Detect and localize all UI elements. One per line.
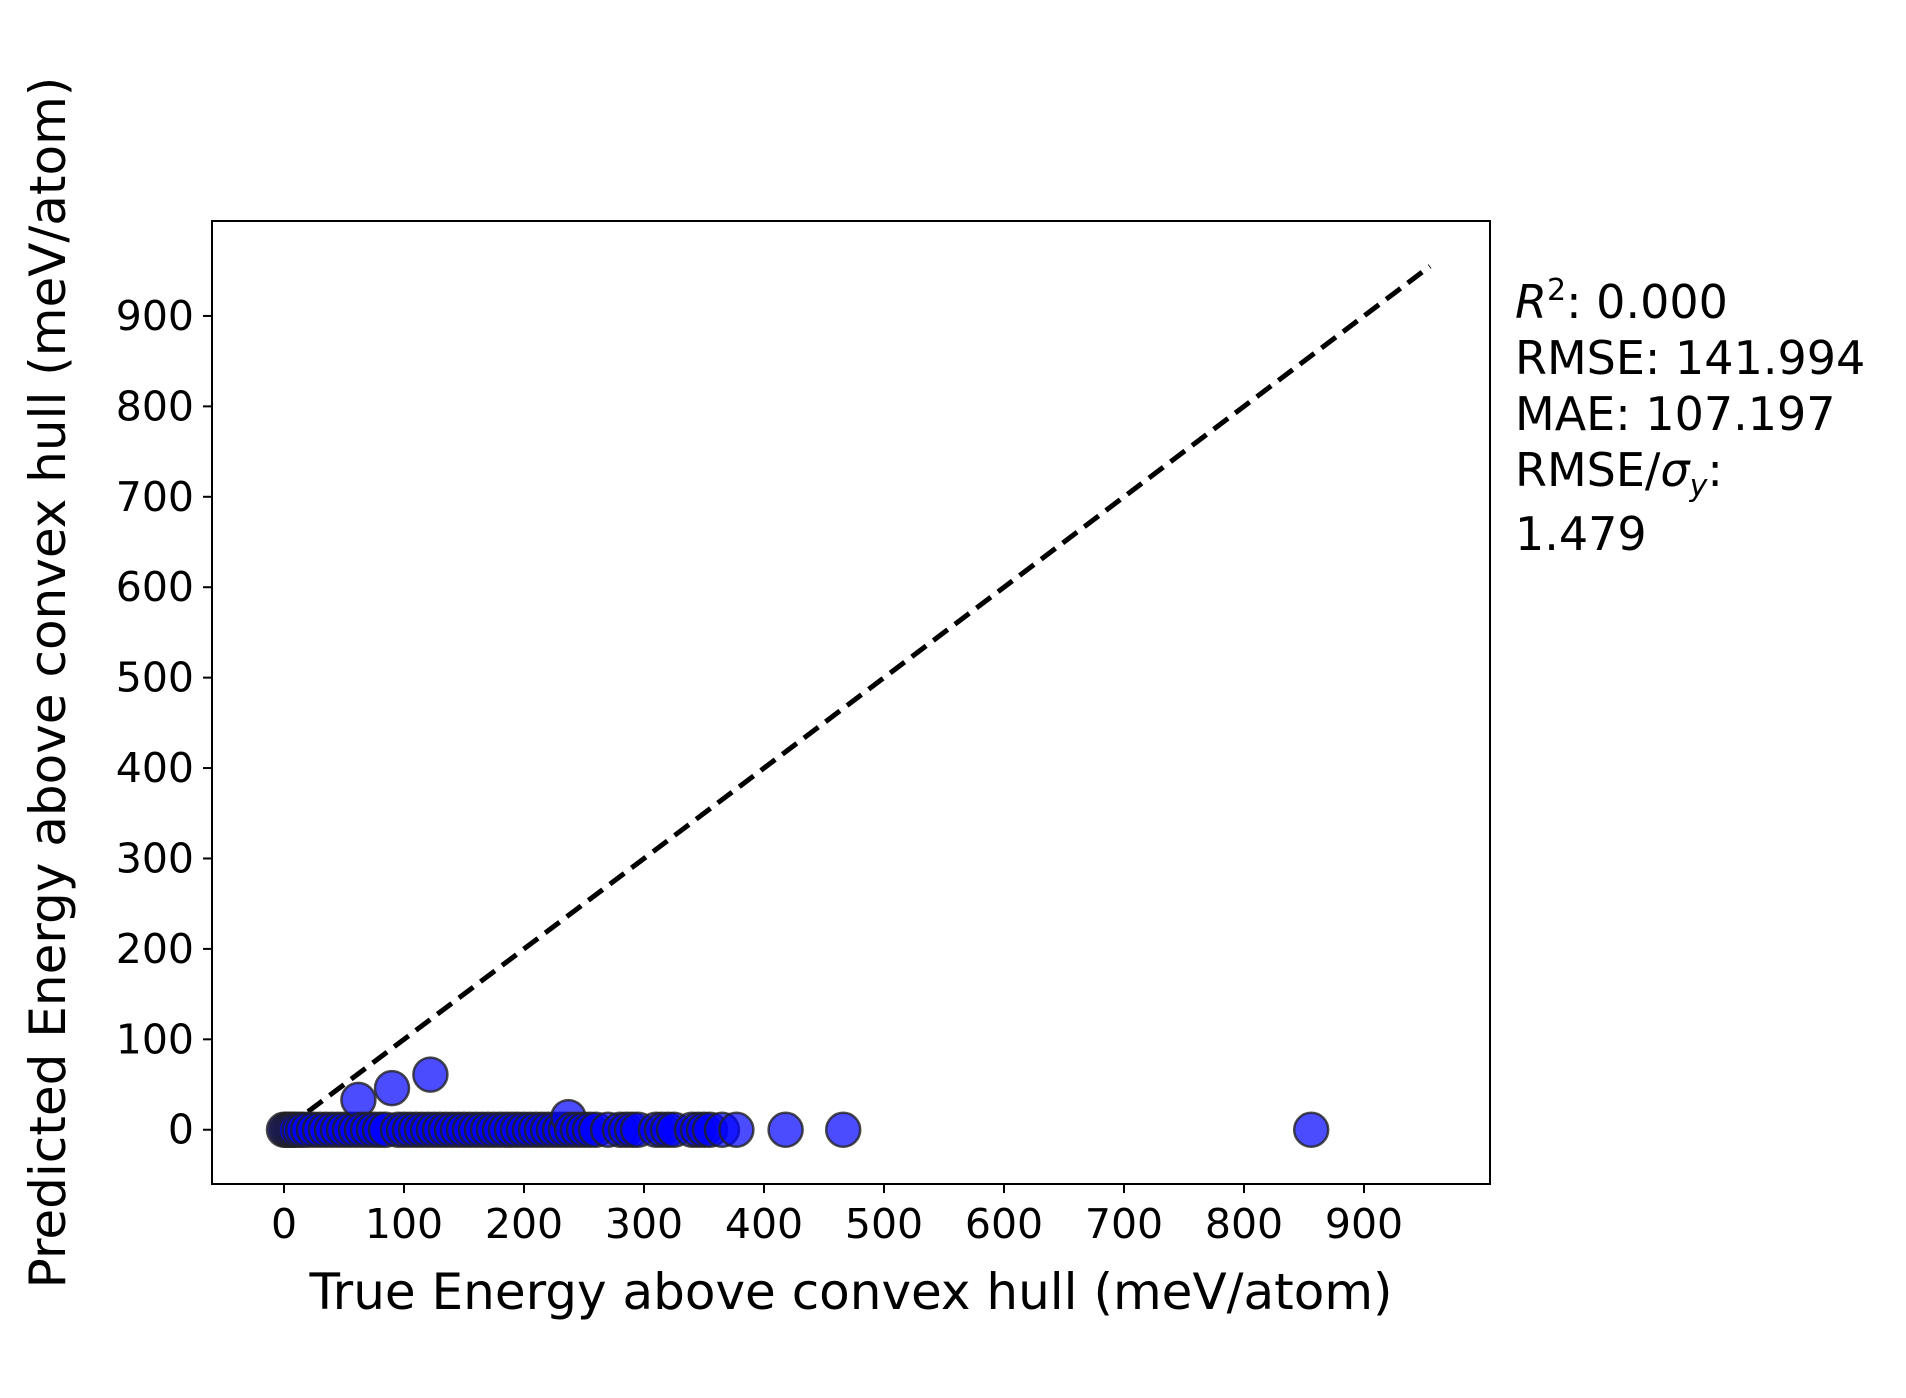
data-points-layer — [265, 1056, 1330, 1148]
y-tick-label: 500 — [116, 654, 194, 702]
y-tick-label: 800 — [116, 382, 194, 430]
y-tick-label: 700 — [116, 473, 194, 521]
r2-stat: R2: 0.000 — [1515, 273, 1728, 329]
x-tick-label: 900 — [1325, 1200, 1403, 1248]
x-tick-label: 600 — [965, 1200, 1043, 1248]
plot-area-frame — [211, 220, 1491, 1185]
x-tick-label: 300 — [605, 1200, 683, 1248]
rmse-sigma-value: 1.479 — [1515, 507, 1647, 561]
y-tick-label: 600 — [116, 563, 194, 611]
x-tick-label: 400 — [725, 1200, 803, 1248]
x-axis-label: True Energy above convex hull (meV/atom) — [308, 1263, 1392, 1321]
data-point — [412, 1056, 449, 1093]
r2-superscript: 2 — [1547, 273, 1566, 308]
rmse-stat: RMSE: 141.994 — [1515, 331, 1865, 385]
reference-line-layer — [306, 264, 1432, 1114]
data-point — [718, 1111, 755, 1148]
r2-symbol: R — [1515, 275, 1547, 329]
r2-value: : 0.000 — [1566, 275, 1728, 329]
identity-reference-line — [306, 264, 1432, 1114]
rmse-sigma-prefix: RMSE/ — [1515, 443, 1661, 497]
rmse-sigma-colon: : — [1707, 443, 1723, 497]
x-tick-label: 0 — [271, 1200, 297, 1248]
x-tick-label: 100 — [365, 1200, 443, 1248]
metrics-annotation: R2: 0.000 RMSE: 141.994 MAE: 107.197 RMS… — [1515, 273, 1865, 561]
data-point — [767, 1111, 804, 1148]
x-tick-label: 500 — [845, 1200, 923, 1248]
x-tick-label: 200 — [485, 1200, 563, 1248]
y-tick-label: 400 — [116, 744, 194, 792]
sigma-subscript: y — [1689, 469, 1709, 504]
mae-stat: MAE: 107.197 — [1515, 387, 1836, 441]
y-tick-label: 0 — [168, 1106, 194, 1154]
x-tick-label: 700 — [1085, 1200, 1163, 1248]
y-tick-label: 300 — [116, 834, 194, 882]
y-tick-label: 200 — [116, 925, 194, 973]
y-tick-label: 900 — [116, 292, 194, 340]
y-tick-label: 100 — [116, 1015, 194, 1063]
sigma-symbol: σ — [1660, 443, 1691, 497]
x-tick-label: 800 — [1205, 1200, 1283, 1248]
rmse-sigma-stat: RMSE/σy: — [1515, 443, 1723, 504]
ticks-layer: 0 100 200 300 400 500 600 700 800 900 0 100 200 300 40… — [116, 292, 1403, 1248]
data-point — [373, 1069, 411, 1107]
y-axis-label: Predicted Energy above convex hull (meV/… — [19, 77, 77, 1289]
data-point — [1292, 1111, 1330, 1148]
data-point — [824, 1111, 862, 1148]
